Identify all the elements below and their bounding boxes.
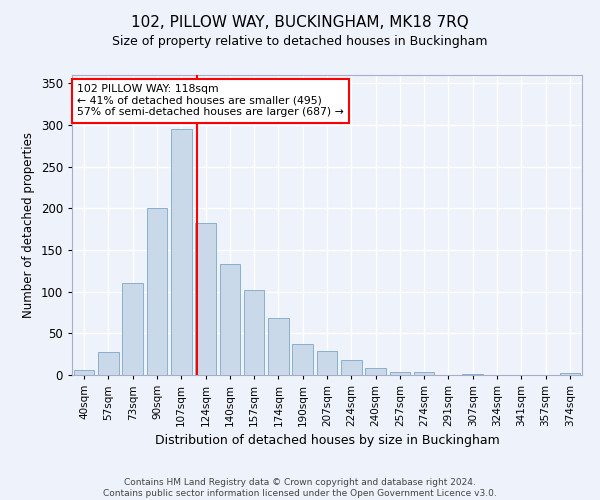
Bar: [220, 264, 240, 375]
Bar: [244, 290, 265, 375]
Bar: [463, 374, 483, 375]
Bar: [414, 372, 434, 375]
Text: 102 PILLOW WAY: 118sqm
← 41% of detached houses are smaller (495)
57% of semi-de: 102 PILLOW WAY: 118sqm ← 41% of detached…: [77, 84, 344, 117]
Bar: [560, 374, 580, 375]
Bar: [74, 370, 94, 375]
Bar: [146, 208, 167, 375]
Text: Contains HM Land Registry data © Crown copyright and database right 2024.
Contai: Contains HM Land Registry data © Crown c…: [103, 478, 497, 498]
Bar: [171, 129, 191, 375]
Bar: [195, 222, 216, 375]
Y-axis label: Number of detached properties: Number of detached properties: [22, 132, 35, 318]
Bar: [268, 318, 289, 375]
Bar: [365, 368, 386, 375]
Bar: [389, 372, 410, 375]
Bar: [122, 284, 143, 375]
Text: Size of property relative to detached houses in Buckingham: Size of property relative to detached ho…: [112, 35, 488, 48]
Bar: [341, 360, 362, 375]
Text: 102, PILLOW WAY, BUCKINGHAM, MK18 7RQ: 102, PILLOW WAY, BUCKINGHAM, MK18 7RQ: [131, 15, 469, 30]
Bar: [98, 352, 119, 375]
Bar: [317, 351, 337, 375]
Bar: [292, 344, 313, 375]
X-axis label: Distribution of detached houses by size in Buckingham: Distribution of detached houses by size …: [155, 434, 499, 448]
